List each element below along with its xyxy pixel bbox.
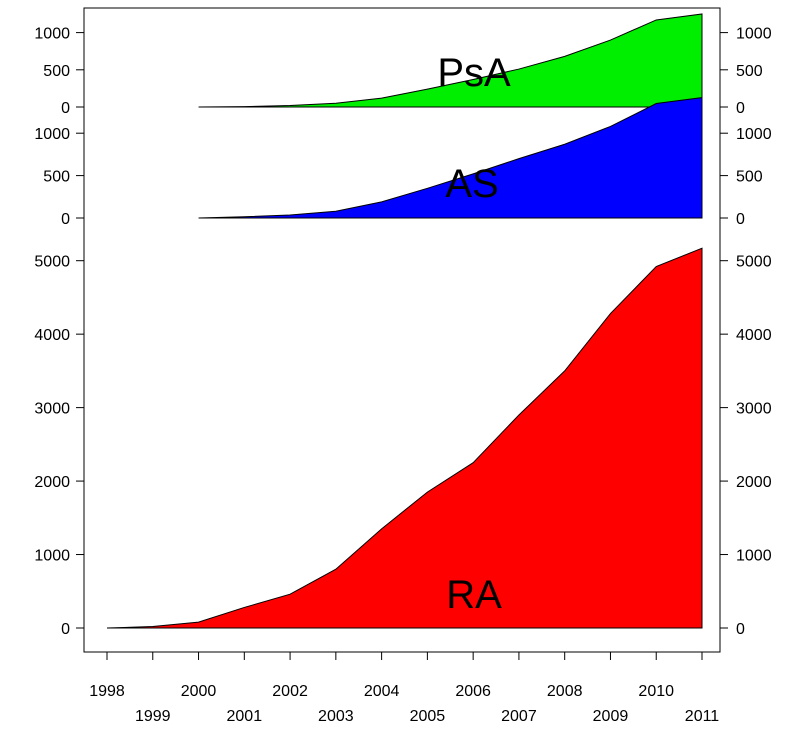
x-tick-label: 2005 — [410, 708, 446, 725]
panel-ra: 0 0 1000 1000 2000 2000 3000 3000 4000 4000 5000 50… — [34, 247, 772, 638]
x-tick-label: 2009 — [593, 708, 629, 725]
y-tick-label-right: 500 — [736, 63, 763, 80]
series-label-psa: PsA — [437, 51, 511, 95]
x-tick-label: 2001 — [227, 708, 263, 725]
y-tick-label-left: 1000 — [34, 26, 70, 43]
series-label-as: AS — [445, 162, 498, 206]
y-tick-label-right: 0 — [736, 211, 745, 228]
y-tick-label-left: 0 — [61, 100, 70, 117]
y-tick-label-left: 0 — [61, 621, 70, 638]
area-ra — [106, 247, 703, 629]
y-tick-label-right: 4000 — [736, 327, 772, 344]
y-tick-label-right: 1000 — [736, 126, 772, 143]
y-tick-label-right: 1000 — [736, 26, 772, 43]
x-tick-label: 2002 — [272, 683, 308, 700]
x-tick-label: 2008 — [547, 683, 583, 700]
y-tick-label-right: 0 — [736, 100, 745, 117]
y-tick-label-left: 1000 — [34, 126, 70, 143]
panel-as: 0 0 500 500 1000 1000 AS — [34, 97, 772, 228]
x-tick-label: 2010 — [638, 683, 674, 700]
x-tick-label: 2007 — [501, 708, 537, 725]
area-psa — [198, 13, 703, 108]
x-tick-label: 2004 — [364, 683, 400, 700]
y-tick-label-right: 2000 — [736, 474, 772, 491]
y-tick-label-right: 0 — [736, 621, 745, 638]
x-tick-label: 2000 — [181, 683, 217, 700]
y-tick-label-left: 3000 — [34, 401, 70, 418]
y-tick-label-left: 0 — [61, 211, 70, 228]
x-tick-label: 1999 — [135, 708, 171, 725]
x-tick-label: 2006 — [455, 683, 491, 700]
y-tick-label-right: 5000 — [736, 254, 772, 271]
y-tick-label-left: 2000 — [34, 474, 70, 491]
x-axis: 1998 1999 2000 2001 2002 2003 2004 2005 2006 2007… — [89, 651, 720, 725]
x-tick-label: 2003 — [318, 708, 354, 725]
series-label-ra: RA — [446, 573, 502, 617]
x-tick-label: 2011 — [685, 708, 720, 725]
y-tick-label-left: 500 — [43, 169, 70, 186]
y-tick-label-left: 5000 — [34, 254, 70, 271]
y-tick-label-left: 500 — [43, 63, 70, 80]
y-tick-label-left: 1000 — [34, 548, 70, 565]
y-tick-label-right: 3000 — [736, 401, 772, 418]
y-tick-label-left: 4000 — [34, 327, 70, 344]
y-tick-label-right: 1000 — [736, 548, 772, 565]
y-tick-label-right: 500 — [736, 169, 763, 186]
area-as — [198, 97, 703, 219]
panel-psa: 0 0 500 500 1000 1000 PsA — [34, 13, 772, 117]
x-tick-label: 1998 — [89, 683, 125, 700]
